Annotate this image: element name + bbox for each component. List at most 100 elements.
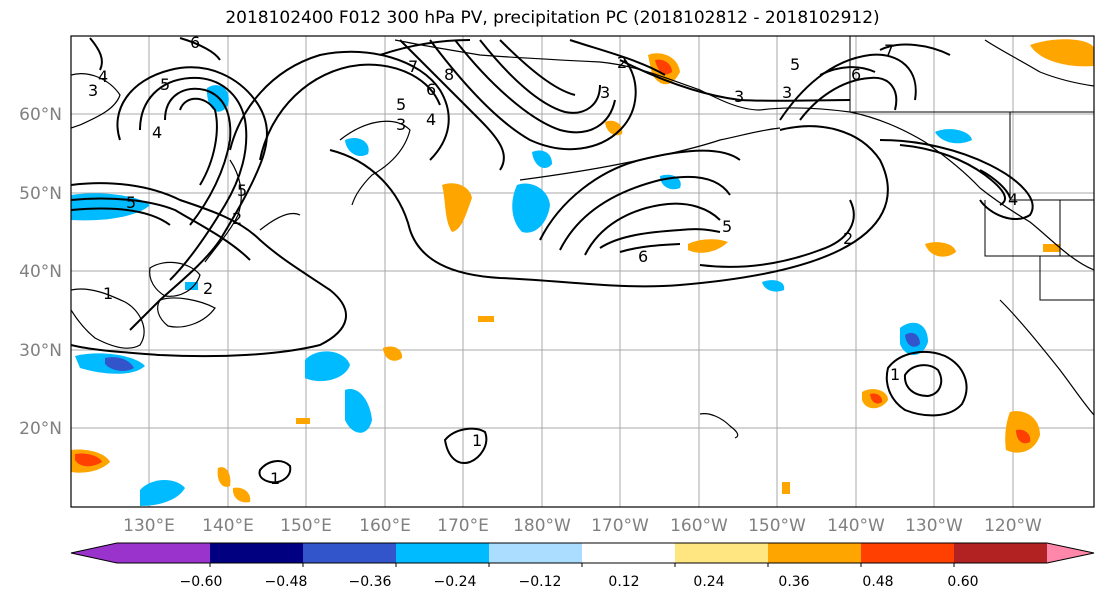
svg-text:2: 2 (843, 229, 853, 248)
lat-label: 30°N (19, 341, 62, 361)
negative-anomaly-region (512, 183, 550, 233)
colorbar-label: −0.48 (265, 574, 308, 590)
colorbar-label: −0.12 (519, 574, 562, 590)
positive-anomaly-region (1043, 244, 1060, 252)
lon-label: 140°W (827, 516, 885, 536)
svg-text:2: 2 (232, 209, 242, 228)
lon-label: 120°W (984, 516, 1042, 536)
svg-text:1: 1 (270, 469, 280, 488)
colorbar-segment (954, 543, 1048, 563)
positive-anomaly-region (217, 467, 231, 487)
svg-text:5: 5 (722, 217, 732, 236)
lon-label: 160°E (359, 516, 411, 536)
negative-anomaly-region (206, 85, 229, 112)
svg-text:3: 3 (88, 81, 98, 100)
negative-anomaly-region (345, 389, 372, 433)
lon-label: 130°W (905, 516, 963, 536)
svg-text:2: 2 (203, 279, 213, 298)
positive-anomaly-region (1030, 39, 1094, 67)
map-frame (70, 35, 1095, 508)
svg-text:8: 8 (444, 65, 454, 84)
colorbar-segment (117, 543, 211, 563)
colorbar-label: −0.60 (180, 574, 223, 590)
svg-text:5: 5 (396, 95, 406, 114)
svg-text:1: 1 (890, 365, 900, 384)
svg-text:6: 6 (851, 65, 861, 84)
colorbar: −0.60 −0.48 −0.36 −0.24 −0.12 0.12 0.24 … (70, 542, 1095, 590)
positive-anomaly-region (75, 453, 102, 467)
pv-contours (71, 37, 1034, 484)
precip-anomaly-shading (71, 39, 1094, 506)
svg-text:5: 5 (126, 193, 136, 212)
svg-text:4: 4 (152, 123, 162, 142)
colorbar-extend-high (1047, 543, 1094, 563)
svg-text:3: 3 (600, 83, 610, 102)
positive-anomaly-region (1016, 429, 1031, 444)
svg-text:6: 6 (190, 33, 200, 52)
svg-text:3: 3 (396, 115, 406, 134)
svg-text:7: 7 (884, 41, 894, 60)
lat-label: 20°N (19, 419, 62, 439)
svg-text:5: 5 (790, 55, 800, 74)
colorbar-outline (70, 542, 1095, 564)
colorbar-segment (582, 543, 676, 563)
colorbar-label: 0.24 (693, 574, 724, 590)
colorbar-segment (861, 543, 955, 563)
svg-text:5: 5 (160, 75, 170, 94)
positive-anomaly-region (925, 242, 956, 257)
negative-anomaly-region (305, 351, 350, 382)
positive-anomaly-region (296, 418, 310, 424)
colorbar-segment (675, 543, 769, 563)
political-boundaries (849, 36, 1094, 301)
svg-text:6: 6 (638, 247, 648, 266)
positive-anomaly-region (870, 393, 883, 404)
colorbar-label: −0.24 (434, 574, 477, 590)
svg-text:4: 4 (426, 110, 436, 129)
colorbar-extend-low (71, 543, 117, 563)
colorbar-label: 0.48 (862, 574, 893, 590)
svg-text:4: 4 (1008, 190, 1018, 209)
map-title: 2018102400 F012 300 hPa PV, precipitatio… (225, 8, 880, 28)
colorbar-label: 0.60 (947, 574, 978, 590)
colorbar-segment (768, 543, 862, 563)
colorbar-segment (489, 543, 583, 563)
latitude-labels: 60°N 50°N 40°N 30°N 20°N (19, 105, 62, 439)
svg-text:3: 3 (734, 87, 744, 106)
svg-text:3: 3 (782, 83, 792, 102)
lat-label: 50°N (19, 184, 62, 204)
positive-anomaly-region (688, 239, 728, 253)
colorbar-label: 0.36 (778, 574, 809, 590)
lon-label: 180°W (513, 516, 571, 536)
lon-label: 150°E (280, 516, 332, 536)
lat-label: 40°N (19, 262, 62, 282)
colorbar-segments (71, 543, 1094, 563)
positive-anomaly-region (383, 346, 403, 361)
colorbar-ticks (209, 563, 955, 567)
colorbar-segment (396, 543, 490, 563)
svg-text:7: 7 (408, 57, 418, 76)
svg-text:5: 5 (237, 181, 247, 200)
lon-label: 170°E (437, 516, 489, 536)
positive-anomaly-region (655, 59, 672, 75)
colorbar-segment (210, 543, 304, 563)
colorbar-label: 0.12 (608, 574, 639, 590)
negative-anomaly-region (762, 280, 785, 292)
positive-anomaly-region (478, 316, 494, 322)
svg-text:4: 4 (98, 67, 108, 86)
lon-label: 130°E (123, 516, 175, 536)
negative-anomaly-region (140, 479, 185, 506)
lon-label: 170°W (591, 516, 649, 536)
colorbar-segment (303, 543, 397, 563)
positive-anomaly-region (232, 487, 251, 503)
longitude-labels: 130°E 140°E 150°E 160°E 170°E 180°W 170°… (123, 516, 1042, 536)
colorbar-label: −0.36 (349, 574, 392, 590)
lon-label: 160°W (670, 516, 728, 536)
negative-anomaly-region (345, 137, 369, 157)
positive-anomaly-region (782, 482, 790, 494)
gridlines (71, 36, 1094, 507)
negative-anomaly-region (935, 129, 972, 144)
lat-label: 60°N (19, 105, 62, 125)
negative-anomaly-region (905, 332, 920, 347)
positive-anomaly-region (442, 183, 472, 232)
